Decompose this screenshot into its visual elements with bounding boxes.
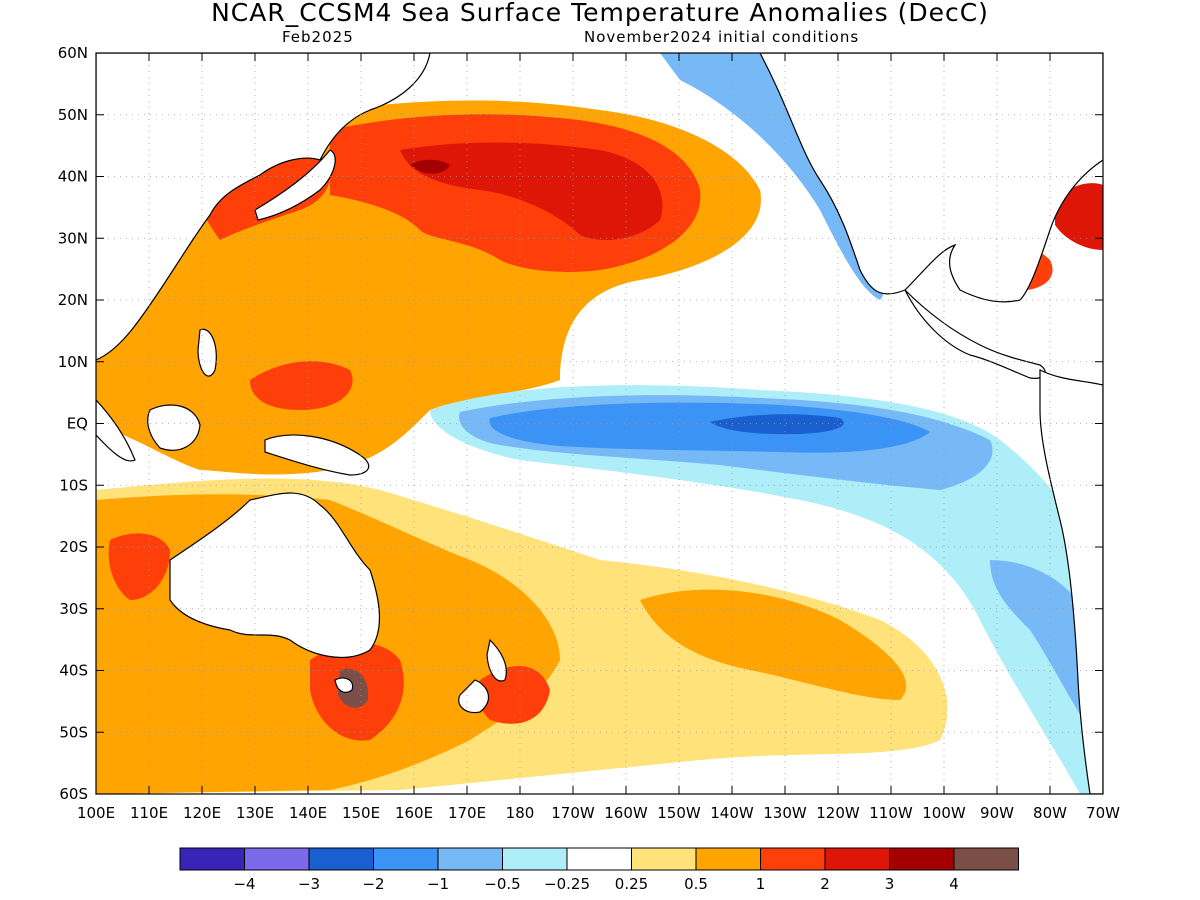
tasmania-landmass <box>334 677 354 693</box>
latitude-label: 60N <box>58 44 88 62</box>
colorbar-swatch <box>373 847 439 871</box>
colorbar-swatch <box>437 847 503 871</box>
longitude-label: 130W <box>763 804 807 822</box>
warm-anomaly-maritime <box>250 361 353 410</box>
land-masses <box>96 53 1103 794</box>
latitude-label: 40S <box>59 662 88 680</box>
latitude-label: 50S <box>59 723 88 741</box>
asia-landmass <box>96 53 431 361</box>
map-plot-area <box>96 53 1103 794</box>
longitude-label: 150W <box>657 804 701 822</box>
colorbar-label: −3 <box>298 875 320 893</box>
latitude-label: 40N <box>58 168 88 186</box>
colorbar-swatch <box>695 847 761 871</box>
warm-anomaly-new-zealand <box>477 666 550 724</box>
warm-anomaly-north-pacific-core <box>400 142 663 240</box>
south-america-landmass <box>1039 369 1103 794</box>
longitude-label: 130E <box>236 804 274 822</box>
latitude-label: 30S <box>59 600 88 618</box>
longitude-labels: 100E 110E 120E 130E 140E 150E 160E 170E 180 170W 1… <box>77 804 1120 822</box>
new-zealand-south-landmass <box>458 679 490 714</box>
latitude-label: 10N <box>58 353 88 371</box>
longitude-label: 150E <box>342 804 380 822</box>
colorbar-label: 3 <box>885 875 895 893</box>
colorbar-swatch <box>824 847 890 871</box>
colorbar-label: −0.25 <box>544 875 590 893</box>
colorbar-label: 0.25 <box>615 875 648 893</box>
longitude-label: 100W <box>922 804 966 822</box>
colorbar-label: −1 <box>427 875 449 893</box>
longitude-label: 180 <box>506 804 535 822</box>
colorbar-label: −0.5 <box>484 875 520 893</box>
longitude-label: 170W <box>551 804 595 822</box>
latitude-label: 30N <box>58 229 88 247</box>
axis-ticks <box>95 52 1104 795</box>
longitude-label: 70W <box>1086 804 1120 822</box>
latitude-label: 20N <box>58 291 88 309</box>
longitude-label: 110W <box>869 804 913 822</box>
new-guinea-landmass <box>264 434 370 476</box>
colorbar-swatch <box>244 847 310 871</box>
cool-anomaly-southeast-coast <box>990 560 1098 730</box>
north-america-landmass <box>759 53 1103 303</box>
colorbar-swatch <box>566 847 632 871</box>
cool-anomaly-northeast <box>660 53 884 300</box>
latitude-label: 50N <box>58 106 88 124</box>
longitude-label: 80W <box>1033 804 1067 822</box>
longitude-label: 160W <box>604 804 648 822</box>
philippines-landmass <box>197 328 217 377</box>
warm-anomaly-atlantic <box>1055 183 1103 250</box>
longitude-label: 120W <box>816 804 860 822</box>
longitude-label: 140W <box>710 804 754 822</box>
colorbar-swatch <box>760 847 826 871</box>
longitude-label: 100E <box>77 804 115 822</box>
colorbar-label: −4 <box>233 875 255 893</box>
colorbar-swatch <box>889 847 955 871</box>
sumatra-landmass <box>96 399 136 462</box>
warm-anomaly-north-pacific-max <box>410 159 450 174</box>
colorbar-label: 2 <box>820 875 830 893</box>
map-title: NCAR_CCSM4 Sea Surface Temperature Anoma… <box>211 0 989 27</box>
longitude-label: 90W <box>980 804 1014 822</box>
cool-anomaly-core <box>489 402 930 453</box>
latitude-labels: 60N 50N 40N 30N 20N 10N EQ 10S 20S 30S 40S 50S 60S <box>58 44 88 803</box>
latitude-label: EQ <box>67 415 88 433</box>
longitude-label: 140E <box>289 804 327 822</box>
colorbar <box>179 847 1019 871</box>
colorbar-labels: −4 −3 −2 −1 −0.5 −0.25 0.25 0.5 1 2 3 4 <box>233 875 958 893</box>
colorbar-swatch <box>308 847 374 871</box>
longitude-label: 160E <box>395 804 433 822</box>
longitude-label: 120E <box>183 804 221 822</box>
colorbar-swatch <box>179 847 245 871</box>
longitude-label: 170E <box>448 804 486 822</box>
colorbar-swatch <box>953 847 1019 871</box>
valid-month-label: Feb2025 <box>282 28 354 46</box>
colorbar-label: −2 <box>362 875 384 893</box>
latitude-label: 60S <box>59 785 88 803</box>
borneo-landmass <box>147 404 201 451</box>
colorbar-label: 4 <box>949 875 959 893</box>
longitude-label: 110E <box>130 804 168 822</box>
cool-anomaly-center <box>710 414 844 435</box>
warm-anomaly-west-australia <box>108 533 170 600</box>
colorbar-swatch <box>631 847 697 871</box>
colorbar-swatch <box>502 847 568 871</box>
initial-conditions-label: November2024 initial conditions <box>584 28 860 46</box>
latitude-label: 10S <box>59 476 88 494</box>
colorbar-label: 0.5 <box>684 875 708 893</box>
colorbar-label: 1 <box>756 875 766 893</box>
new-zealand-north-landmass <box>486 638 507 682</box>
japan-landmass <box>254 149 336 221</box>
latitude-label: 20S <box>59 538 88 556</box>
australia-landmass <box>169 492 380 658</box>
warm-anomaly-southeast <box>640 589 907 700</box>
